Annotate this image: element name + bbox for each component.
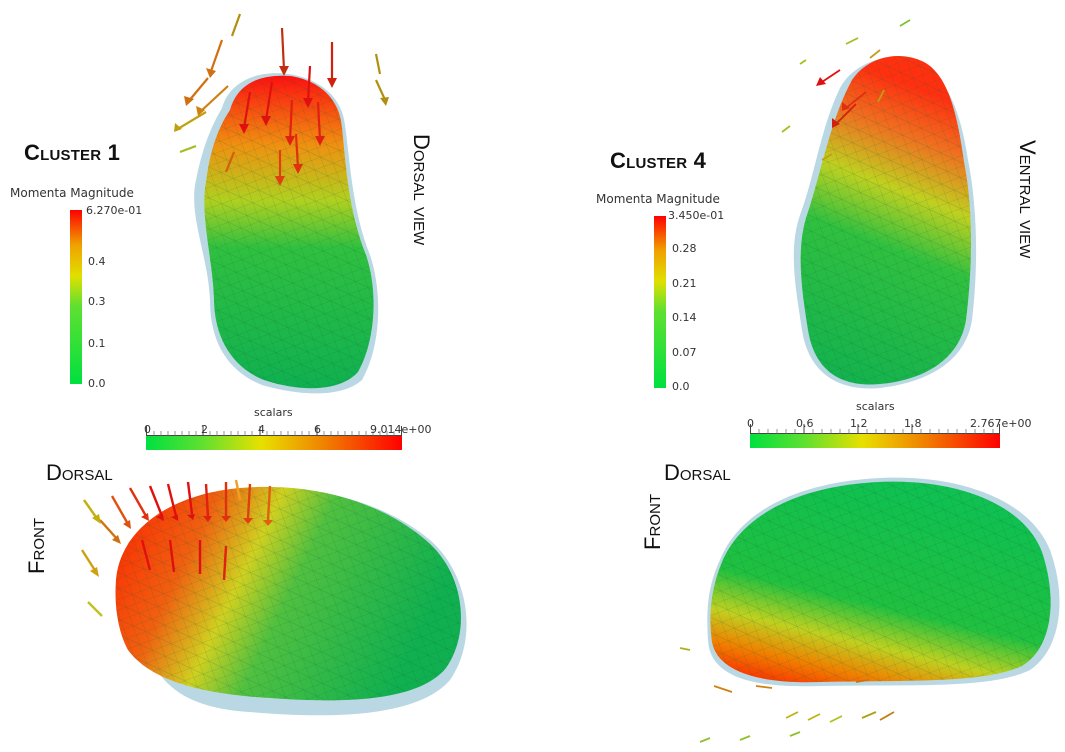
cluster1-colorbar-tick: 0.3 (88, 295, 106, 308)
cluster1-side-shape (115, 486, 467, 716)
cluster4-scalars-tick: 0 (747, 417, 754, 430)
cluster4-colorbar (654, 216, 666, 388)
cluster1-dorsal-arrowheads (174, 66, 389, 186)
cluster1-colorbar-tick: 0.1 (88, 337, 106, 350)
cluster1-side-top-label: Dorsal (46, 460, 113, 485)
cluster4-side-shape (707, 477, 1060, 687)
cluster1-scalars-bar (146, 436, 402, 450)
cluster1-scalars-tick: 9.014e+00 (370, 423, 432, 436)
cluster4-colorbar-tick: 0.28 (672, 242, 697, 255)
cluster4-colorbar-tick: 0.14 (672, 311, 697, 324)
cluster4-title: Cluster 4 (610, 148, 707, 173)
cluster1-side-arrowheads (90, 513, 273, 577)
cluster4-colorbar-tick: 0.21 (672, 277, 697, 290)
cluster4-colorbar-max: 3.450e-01 (668, 209, 725, 222)
cluster1-dorsal-shape (194, 73, 379, 394)
cluster4-colorbar-title: Momenta Magnitude (596, 192, 720, 206)
cluster4-ventral-shape (793, 56, 977, 389)
cluster1-side-arrows (80, 479, 272, 617)
cluster4-view-label: Ventral view (1015, 140, 1040, 259)
cluster4-scalars-bar (750, 434, 1000, 448)
cluster4-scalars-tick: 0.6 (796, 417, 814, 430)
cluster4-scalars-ticks (750, 424, 1000, 434)
cluster1-side-left-label: Front (24, 518, 49, 574)
cluster1-scalars-tick: 6 (314, 423, 321, 436)
cluster4-scalars-tick: 1.8 (904, 417, 922, 430)
cluster1-colorbar-tick: 0.4 (88, 255, 106, 268)
cluster1-scalars-title: scalars (254, 406, 293, 419)
cluster4-ventral-arrows (781, 19, 911, 161)
cluster1-scalars-tick: 4 (258, 423, 265, 436)
cluster1-colorbar-tick: 0.0 (88, 377, 106, 390)
cluster1-scalars-ticks (146, 426, 402, 436)
cluster1-colorbar-title: Momenta Magnitude (10, 186, 134, 200)
cluster1-colorbar (70, 210, 82, 384)
cluster4-scalars-title: scalars (856, 400, 895, 413)
cluster4-side-top-label: Dorsal (664, 460, 731, 485)
cluster4-ventral-arrowheads (816, 77, 850, 128)
cluster1-scalars-tick: 2 (201, 423, 208, 436)
cluster4-side-arrows (679, 647, 895, 743)
cluster1-view-label: Dorsal view (409, 134, 434, 246)
cluster4-scalars-tick: 1.2 (850, 417, 868, 430)
cluster4-scalars-tick: 2.767e+00 (970, 417, 1032, 430)
cluster1-colorbar-max: 6.270e-01 (86, 204, 143, 217)
cluster4-colorbar-tick: 0.07 (672, 346, 697, 359)
cluster1-title: Cluster 1 (24, 140, 121, 165)
cluster4-colorbar-tick: 0.0 (672, 380, 690, 393)
cluster1-dorsal-arrows (175, 13, 388, 180)
cluster4-side-left-label: Front (640, 494, 665, 550)
cluster1-scalars-tick: 0 (144, 423, 151, 436)
